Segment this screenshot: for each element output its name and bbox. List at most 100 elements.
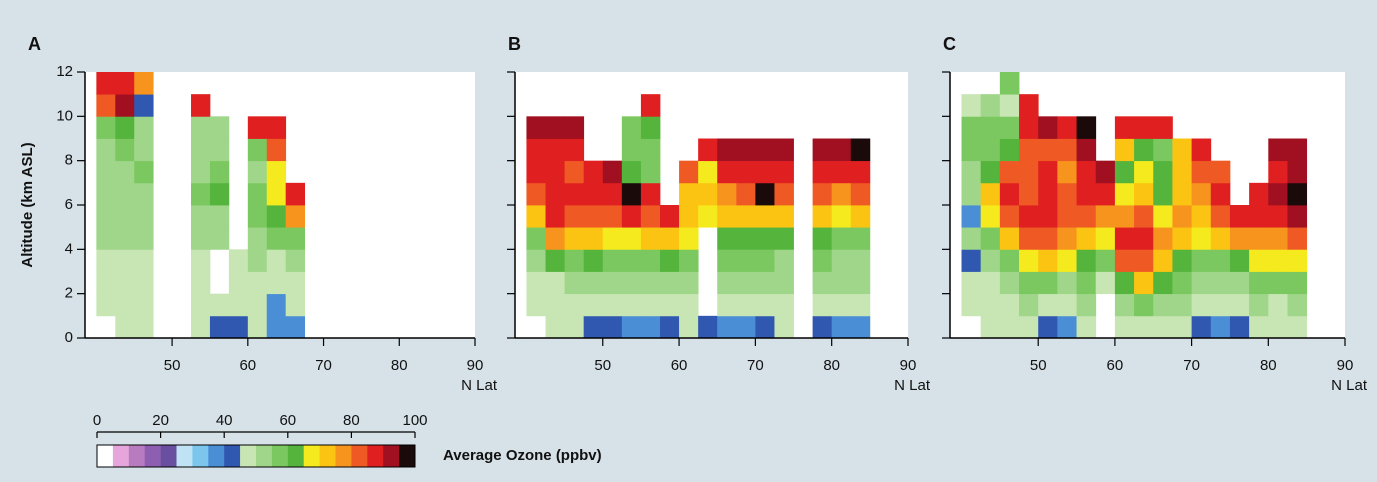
cell (96, 227, 116, 250)
cell (583, 315, 604, 339)
cell (698, 315, 718, 339)
cell (1210, 227, 1231, 250)
cell (1134, 160, 1154, 184)
cell (1038, 249, 1058, 272)
cell (812, 249, 833, 272)
cell (209, 227, 230, 250)
cell (999, 138, 1020, 162)
cell (191, 116, 211, 139)
cell (209, 160, 230, 184)
colorbar-frame (96, 444, 416, 468)
cell (1229, 205, 1250, 228)
cell (1287, 271, 1308, 295)
cell (831, 182, 852, 206)
cell (1076, 293, 1097, 317)
cell (812, 227, 833, 250)
cell (1019, 227, 1039, 250)
cell (1268, 160, 1288, 184)
cell (1076, 138, 1097, 162)
cell (1038, 182, 1058, 206)
cell (961, 160, 982, 184)
cell (96, 271, 116, 295)
cell (659, 205, 680, 228)
cell (980, 249, 1001, 272)
cell (850, 205, 871, 228)
cell (1114, 315, 1135, 339)
cell (621, 293, 642, 317)
cell (1249, 182, 1269, 206)
cell (285, 205, 306, 228)
y-tick-label: 0 (65, 329, 73, 346)
cell (999, 182, 1020, 206)
cell (1191, 293, 1212, 317)
cell (209, 116, 230, 139)
cell (266, 249, 287, 272)
cell (679, 182, 699, 206)
cell (736, 315, 756, 339)
cell (774, 315, 794, 339)
colorbar-swatch (144, 445, 161, 467)
cell (999, 293, 1020, 317)
cell (659, 249, 680, 272)
cell (526, 160, 546, 184)
cell (621, 116, 642, 139)
cell (1172, 182, 1193, 206)
cell (1095, 205, 1116, 228)
cell (1114, 249, 1135, 272)
cell (228, 249, 249, 272)
cell (115, 116, 135, 139)
cell (545, 160, 566, 184)
cell (679, 160, 699, 184)
y-tick-label: 12 (56, 63, 73, 80)
cell (980, 205, 1001, 228)
cell (1095, 227, 1116, 250)
cell (980, 94, 1001, 117)
cell (774, 138, 794, 162)
cell (812, 182, 833, 206)
cell (999, 72, 1020, 95)
cell (247, 160, 268, 184)
cell (115, 271, 135, 295)
cell (659, 315, 680, 339)
x-tick-label: 50 (1030, 357, 1047, 374)
cell (1019, 116, 1039, 139)
cell (1268, 315, 1288, 339)
cell (1249, 227, 1269, 250)
cell (247, 315, 268, 339)
colorbar-swatch (383, 445, 400, 467)
cell (564, 116, 585, 139)
cell (115, 94, 135, 117)
cell (961, 138, 982, 162)
x-axis-label: N Lat (894, 377, 931, 394)
cell (115, 227, 135, 250)
cell (755, 138, 775, 162)
x-tick-label: 60 (671, 357, 688, 374)
cell (564, 249, 585, 272)
cell (679, 249, 699, 272)
cell (96, 249, 116, 272)
colorbar-swatch (399, 445, 416, 467)
cell (640, 293, 661, 317)
cell (774, 160, 794, 184)
y-tick-label: 4 (65, 240, 73, 257)
cell (961, 249, 982, 272)
cell (831, 315, 852, 339)
cell (717, 293, 737, 317)
cell (850, 315, 871, 339)
cell (1114, 271, 1135, 295)
x-axis-label: N Lat (461, 377, 498, 394)
cell (1019, 94, 1039, 117)
colorbar-swatch (256, 445, 273, 467)
cell (736, 182, 756, 206)
cell (134, 182, 154, 206)
cell (134, 227, 154, 250)
cell (115, 249, 135, 272)
x-tick-label: 60 (239, 357, 256, 374)
cell (1114, 227, 1135, 250)
cell (1191, 160, 1212, 184)
cell (1057, 138, 1077, 162)
cell (755, 227, 775, 250)
cell (285, 249, 306, 272)
colorbar-swatch (240, 445, 257, 467)
cell (266, 182, 287, 206)
